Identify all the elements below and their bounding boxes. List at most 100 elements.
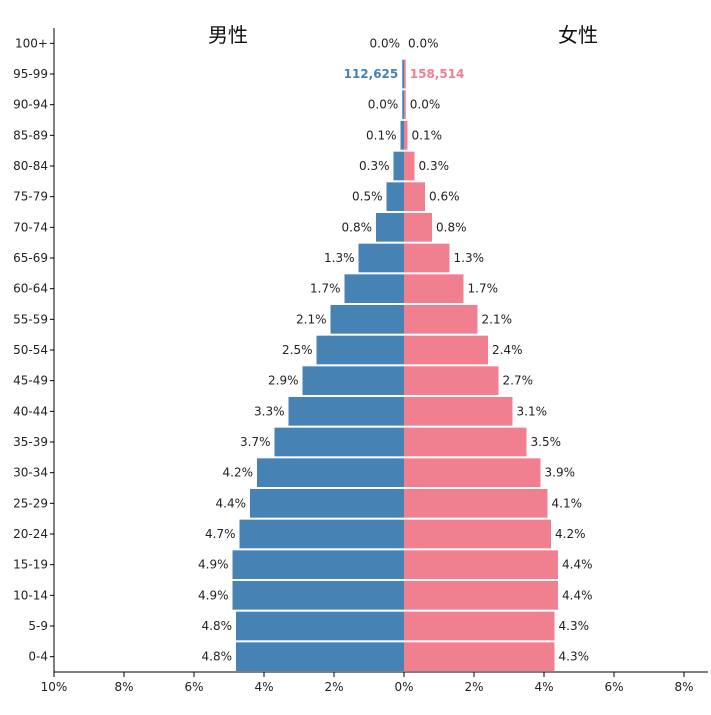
y-tick-label: 55-59 [13, 312, 48, 326]
male-bar [288, 397, 404, 426]
female-data-label: 3.9% [545, 466, 576, 480]
y-tick-label: 70-74 [13, 220, 48, 234]
y-tick-label: 5-9 [28, 619, 48, 633]
y-tick-label: 40-44 [13, 404, 48, 418]
female-bar [404, 121, 408, 150]
male-bar [236, 611, 404, 641]
female-bar [404, 151, 415, 181]
female-bar [404, 642, 555, 671]
female-bar [404, 427, 527, 457]
y-axis: 100+ 95-99 90-94 85-89 80-84 75-79 70-74 65-69 6… [13, 28, 55, 672]
female-data-label: 2.7% [503, 374, 534, 388]
male-data-label: 4.9% [198, 588, 229, 602]
x-tick-label: 4% [254, 680, 273, 694]
male-data-label: 4.8% [202, 619, 233, 633]
male-data-label: 4.7% [205, 527, 236, 541]
female-bar [404, 213, 432, 242]
male-data-label: 1.7% [310, 282, 341, 296]
x-tick-label: 10% [41, 680, 68, 694]
female-bar [404, 489, 548, 518]
male-bar [250, 489, 404, 518]
female-data-label: 0.3% [419, 159, 450, 173]
male-bar [330, 305, 404, 334]
female-bar [404, 458, 541, 487]
female-data-label: 2.1% [482, 312, 513, 326]
female-bar [404, 274, 464, 303]
x-tick-label: 6% [184, 680, 203, 694]
female-data-label: 3.5% [531, 435, 562, 449]
y-tick-label: 90-94 [13, 98, 48, 112]
female-bar [404, 335, 488, 365]
female-bar [404, 519, 551, 549]
y-tick-label: 50-54 [13, 343, 48, 357]
male-bar [402, 90, 404, 119]
y-tick-label: 85-89 [13, 128, 48, 142]
female-data-label: 0.0% [410, 98, 441, 112]
male-data-label: 2.9% [268, 374, 299, 388]
female-bar [404, 305, 478, 334]
male-bar [393, 151, 404, 181]
x-tick-label: 8% [674, 680, 693, 694]
x-tick-label: 8% [114, 680, 133, 694]
male-data-label: 0.3% [359, 159, 390, 173]
female-data-label: 4.3% [559, 619, 590, 633]
female-bar [404, 550, 558, 579]
y-tick-label: 100+ [15, 36, 48, 50]
female-bar [404, 611, 555, 641]
y-tick-label: 65-69 [13, 251, 48, 265]
female-data-label: 0.6% [429, 190, 460, 204]
male-bar [358, 243, 404, 273]
male-bar [400, 121, 404, 150]
male-bar [257, 458, 404, 487]
male-data-label: 2.1% [296, 312, 327, 326]
female-data-label: 4.4% [562, 588, 593, 602]
male-side-title: 男性 [208, 23, 248, 47]
male-data-label: 4.8% [202, 650, 233, 664]
male-data-label: 0.5% [352, 190, 383, 204]
y-tick-label: 75-79 [13, 190, 48, 204]
female-data-label: 0.8% [436, 220, 467, 234]
y-tick-label: 0-4 [28, 650, 48, 664]
male-bar [236, 642, 404, 671]
male-bar [232, 550, 404, 579]
female-data-label: 1.3% [454, 251, 485, 265]
female-bar [404, 397, 513, 426]
y-tick-label: 30-34 [13, 466, 48, 480]
female-bar [404, 366, 499, 395]
y-tick-label: 35-39 [13, 435, 48, 449]
male-bar [376, 213, 404, 242]
female-bar [404, 59, 406, 89]
male-data-label: 0.0% [368, 98, 399, 112]
female-side-title: 女性 [558, 23, 598, 47]
female-bar [404, 182, 425, 211]
male-bar [239, 519, 404, 549]
male-bar [386, 182, 404, 211]
female-bar [404, 90, 406, 119]
y-tick-label: 80-84 [13, 159, 48, 173]
male-bar [344, 274, 404, 303]
female-data-label: 4.3% [559, 650, 590, 664]
male-bar [302, 366, 404, 395]
female-data-label: 1.7% [468, 282, 499, 296]
male-data-label: 3.3% [254, 404, 285, 418]
female-data-label: 2.4% [492, 343, 523, 357]
bars-group [232, 59, 558, 671]
x-tick-label: 6% [604, 680, 623, 694]
male-data-label: 0.0% [370, 36, 401, 50]
male-bar [232, 581, 404, 610]
male-data-label: 112,625 [344, 67, 399, 81]
male-data-label: 0.1% [366, 128, 397, 142]
female-data-label: 0.1% [412, 128, 443, 142]
y-tick-label: 15-19 [13, 558, 48, 572]
y-tick-label: 60-64 [13, 282, 48, 296]
y-tick-label: 10-14 [13, 588, 48, 602]
x-tick-label: 2% [324, 680, 343, 694]
female-data-label: 3.1% [517, 404, 548, 418]
data-labels-group: 0.0% 0.0% 112,625 158,514 0.0% 0.0% 0.1% 0.1% 0.… [198, 36, 593, 663]
x-tick-label: 4% [534, 680, 553, 694]
female-data-label: 0.0% [408, 36, 439, 50]
male-data-label: 3.7% [240, 435, 271, 449]
male-bar [402, 59, 404, 89]
